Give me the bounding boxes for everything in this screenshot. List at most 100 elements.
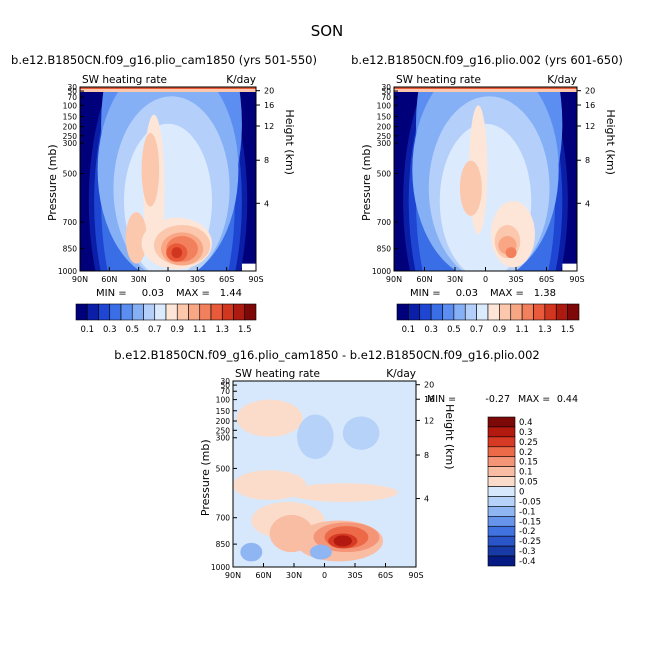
- heatmap-contour: [236, 399, 303, 437]
- max-label: MAX =: [490, 288, 524, 299]
- y-tick-label: 1000: [58, 267, 77, 276]
- colorbar-label: 0.1: [80, 325, 94, 335]
- colorbar-swatch: [244, 303, 257, 321]
- chart-title: b.e12.B1850CN.f09_g16.plio.002 (yrs 601-…: [351, 53, 623, 67]
- max-label: MAX =: [518, 394, 550, 405]
- colorbar-label: 0.7: [148, 325, 162, 335]
- heatmap-contour: [171, 247, 183, 259]
- colorbar-label: 0.7: [470, 325, 484, 335]
- colorbar-swatch: [396, 303, 409, 321]
- y2-tick-label: 4: [264, 199, 269, 208]
- colorbar-swatch: [408, 303, 421, 321]
- colorbar-swatch: [499, 303, 512, 321]
- chart-title: b.e12.B1850CN.f09_g16.plio_cam1850 - b.e…: [114, 348, 539, 362]
- y2-tick-label: 16: [585, 101, 595, 110]
- max-label: MAX =: [176, 288, 210, 299]
- colorbar-label: 0.25: [519, 438, 538, 448]
- colorbar-swatch: [521, 303, 534, 321]
- heatmap-field: [233, 381, 416, 567]
- colorbar-label: -0.2: [519, 527, 536, 537]
- colorbar-swatch: [567, 303, 580, 321]
- heatmap-field: [80, 87, 256, 271]
- colorbar-swatch: [419, 303, 432, 321]
- colorbar-swatch: [188, 303, 201, 321]
- heatmap-contour: [309, 544, 332, 560]
- y-tick-label: 700: [377, 218, 392, 227]
- colorbar-swatch: [75, 303, 88, 321]
- colorbar-label: 0.5: [125, 325, 139, 335]
- colorbar-swatch: [442, 303, 455, 321]
- heatmap-contour: [505, 247, 517, 259]
- min-value: 0.03: [456, 288, 478, 299]
- colorbar-swatch: [487, 446, 516, 458]
- heatmap-contour: [141, 133, 160, 207]
- x-tick-label: 90S: [569, 275, 584, 284]
- min-label: MIN =: [96, 288, 127, 299]
- y2-tick-label: 8: [424, 451, 429, 460]
- heatmap-contour: [125, 212, 147, 264]
- colorbar-label: 1.1: [193, 325, 207, 335]
- y-tick-label: 250: [377, 132, 392, 141]
- y2-tick-label: 8: [585, 156, 590, 165]
- colorbar-swatch: [487, 525, 516, 537]
- colorbar-swatch: [453, 303, 466, 321]
- colorbar-swatch: [487, 486, 516, 497]
- heatmap-contour: [342, 416, 380, 450]
- y-tick-label: 100: [377, 101, 392, 110]
- min-label: MIN =: [410, 288, 441, 299]
- min-label: MIN =: [427, 394, 456, 405]
- y-tick-label: 250: [63, 132, 78, 141]
- y-tick-label: 300: [63, 139, 78, 148]
- y2-tick-label: 4: [424, 495, 429, 504]
- y-tick-label: 150: [377, 112, 392, 121]
- x-tick-label: 90S: [248, 275, 263, 284]
- y2-axis-title: Height (km): [283, 109, 296, 175]
- y-tick-label: 70: [67, 93, 77, 102]
- y-tick-label: 150: [63, 112, 78, 121]
- colorbar-swatch: [86, 303, 99, 321]
- x-tick-label: 30S: [347, 571, 362, 580]
- y-axis-title: Pressure (mb): [46, 144, 59, 221]
- heatmap-contour: [459, 160, 482, 216]
- colorbar-swatch: [487, 496, 516, 507]
- colorbar-label: 0.9: [493, 325, 507, 335]
- colorbar-swatch: [98, 303, 111, 321]
- colorbar-swatch: [120, 303, 133, 321]
- y2-tick-label: 12: [264, 122, 274, 131]
- colorbar-swatch: [487, 456, 516, 467]
- colorbar-label: -0.1: [519, 507, 536, 517]
- colorbar-swatch: [221, 303, 234, 321]
- y2-tick-label: 12: [585, 122, 595, 131]
- x-tick-label: 60S: [539, 275, 554, 284]
- y-tick-label: 50: [220, 381, 230, 390]
- colorbar-swatch: [487, 476, 516, 487]
- y-tick-label: 30: [67, 83, 77, 92]
- x-tick-label: 90N: [386, 275, 402, 284]
- colorbar-swatch: [487, 545, 516, 557]
- colorbar-label: 0.15: [519, 458, 538, 468]
- heatmap-contour: [80, 87, 256, 89]
- y-tick-label: 70: [220, 387, 230, 396]
- y2-tick-label: 16: [264, 101, 274, 110]
- x-tick-label: 30N: [131, 275, 147, 284]
- x-tick-label: 90N: [225, 571, 241, 580]
- y-tick-label: 200: [63, 123, 78, 132]
- y-tick-label: 30: [381, 83, 391, 92]
- min-value: 0.03: [142, 288, 164, 299]
- x-tick-label: 90S: [408, 571, 423, 580]
- chart-panel-1: b.e12.B1850CN.f09_g16.plio_cam1850 (yrs …: [11, 53, 317, 335]
- colorbar-swatch: [464, 303, 477, 321]
- y2-tick-label: 20: [585, 87, 595, 96]
- x-tick-label: 60N: [255, 571, 271, 580]
- y-tick-label: 100: [216, 396, 231, 405]
- units-label: K/day: [226, 74, 256, 86]
- y-tick-label: 700: [216, 514, 231, 523]
- y-tick-label: 500: [377, 169, 392, 178]
- colorbar-swatch: [476, 303, 489, 321]
- y-tick-label: 200: [377, 123, 392, 132]
- y-tick-label: 700: [63, 218, 78, 227]
- y-tick-label: 300: [377, 139, 392, 148]
- colorbar-swatch: [555, 303, 568, 321]
- colorbar-label: 0.05: [519, 478, 538, 488]
- colorbar-swatch: [233, 303, 246, 321]
